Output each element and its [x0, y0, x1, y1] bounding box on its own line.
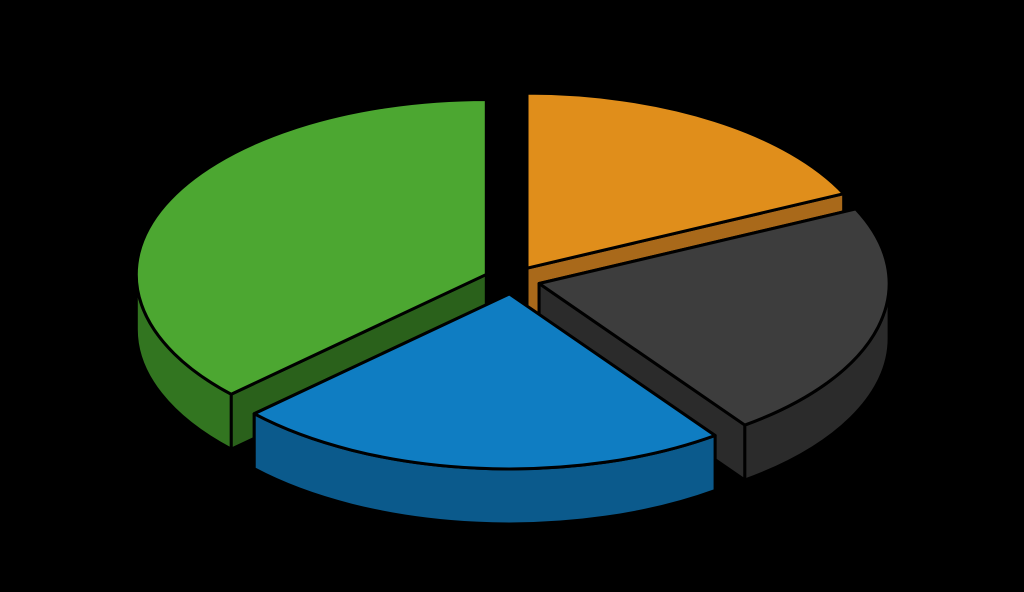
pie-chart-3d	[0, 0, 1024, 592]
